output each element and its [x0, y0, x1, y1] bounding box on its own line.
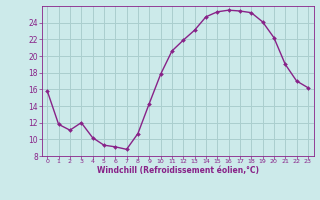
- X-axis label: Windchill (Refroidissement éolien,°C): Windchill (Refroidissement éolien,°C): [97, 166, 259, 175]
